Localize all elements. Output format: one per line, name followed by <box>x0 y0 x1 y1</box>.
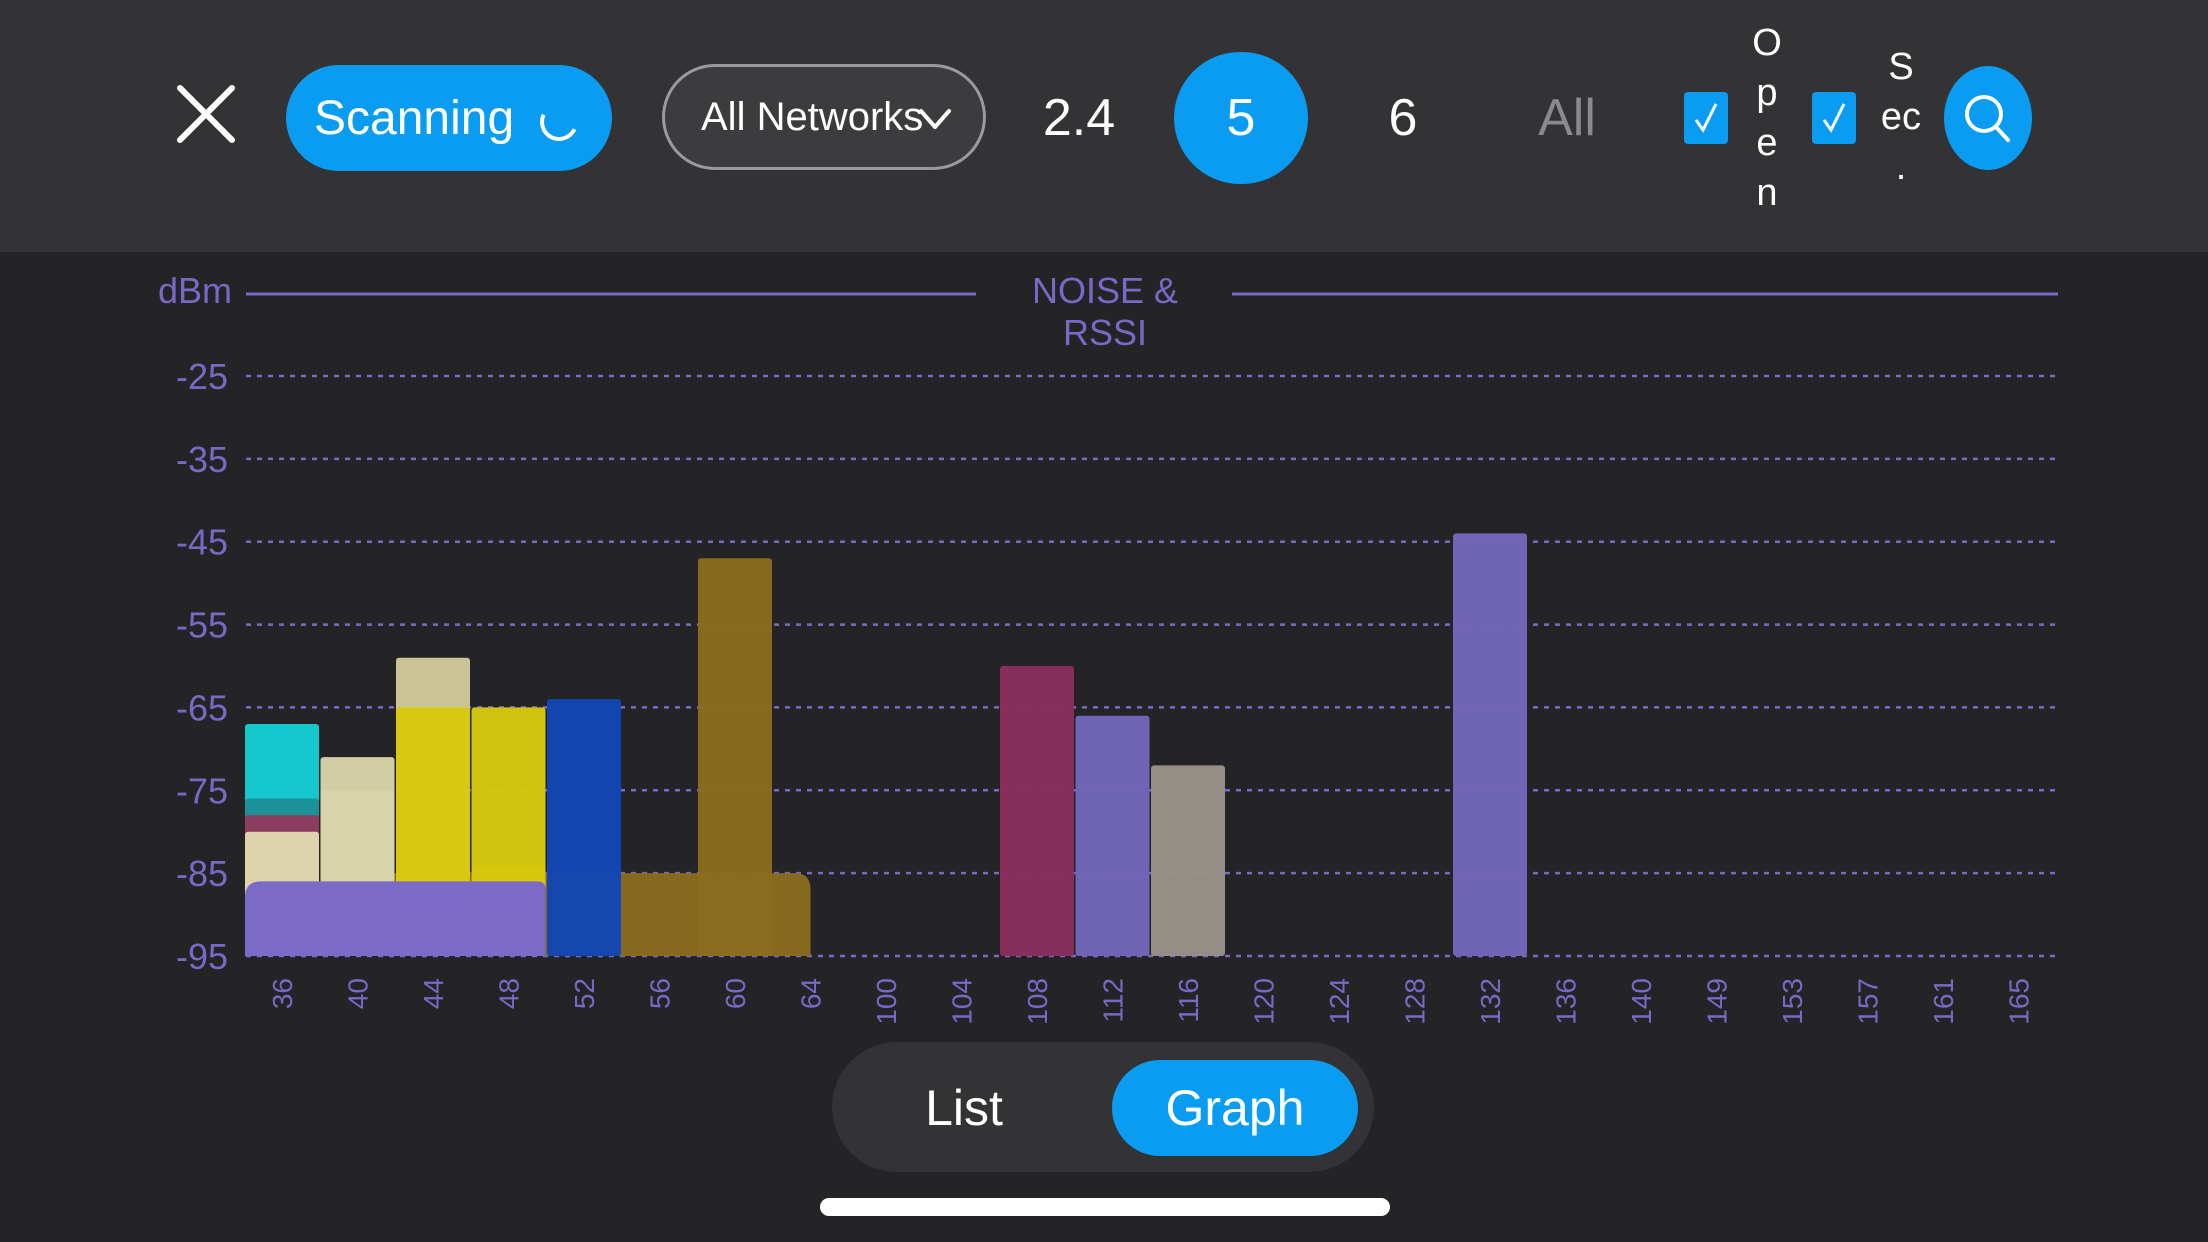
home-indicator <box>820 1198 1390 1216</box>
x-tick-label: 165 <box>2004 978 2035 1025</box>
x-tick-label: 60 <box>720 978 751 1009</box>
rssi-chart: -25 -35 -45 -55 -65 -75 -85 -95 36 40 44 48 52 56 60 64… <box>176 292 2058 1025</box>
secured-checkbox[interactable] <box>1812 92 1856 144</box>
rssi-bar <box>1075 715 1150 956</box>
network-filter-value: All Networks <box>701 94 924 139</box>
rssi-bar <box>1453 533 1527 956</box>
scan-label: Scanning <box>314 91 515 145</box>
x-tick-label: 149 <box>1702 978 1733 1025</box>
close-button[interactable] <box>170 78 242 150</box>
spinner-icon <box>534 97 584 147</box>
x-tick-label: 40 <box>343 978 374 1009</box>
y-tick-label: -25 <box>176 356 228 397</box>
chevron-down-icon <box>919 109 951 129</box>
open-label-char: e <box>1756 122 1778 164</box>
x-tick-label: 132 <box>1475 978 1506 1025</box>
y-tick-label: -65 <box>176 687 228 728</box>
x-tick-label: 136 <box>1551 978 1582 1025</box>
tab-list[interactable]: List <box>925 1080 1003 1136</box>
rssi-bar <box>547 699 621 956</box>
x-tick-label: 128 <box>1400 978 1431 1025</box>
chart-title: NOISE & RSSI <box>1031 270 1179 353</box>
view-toggle: List Graph <box>832 1042 1374 1172</box>
check-icon <box>1694 103 1718 133</box>
band-5-ghz[interactable]: 5 <box>1174 52 1308 184</box>
x-tick-label: 56 <box>645 978 676 1009</box>
x-tick-label: 116 <box>1173 978 1204 1023</box>
band-2-4-ghz[interactable]: 2.4 <box>1042 89 1116 147</box>
rssi-bar <box>1000 666 1074 956</box>
check-icon <box>1822 103 1846 133</box>
x-tick-label: 48 <box>494 978 525 1009</box>
x-tick-label: 161 <box>1928 978 1959 1025</box>
scan-button[interactable]: Scanning <box>286 65 612 171</box>
y-tick-label: -95 <box>176 936 228 977</box>
y-tick-label: -55 <box>176 605 228 646</box>
rssi-bar <box>698 558 772 956</box>
open-label-char: p <box>1756 72 1778 114</box>
x-tick-label: 100 <box>871 978 902 1025</box>
x-tick-label: 108 <box>1022 978 1053 1025</box>
open-checkbox[interactable] <box>1684 92 1728 144</box>
secured-label-char: . <box>1895 146 1907 188</box>
y-axis-unit: dBm <box>158 270 233 311</box>
x-tick-label: 140 <box>1626 978 1657 1025</box>
y-tick-label: -85 <box>176 853 228 894</box>
secured-label: S ec . <box>1876 42 1926 192</box>
open-label-char: n <box>1756 172 1778 214</box>
x-tick-label: 64 <box>796 978 827 1009</box>
network-filter-dropdown[interactable]: All Networks <box>662 64 986 170</box>
search-icon <box>1965 95 2010 142</box>
tab-graph[interactable]: Graph <box>1112 1060 1358 1156</box>
x-tick-label: 157 <box>1853 978 1884 1025</box>
open-label: O p e n <box>1752 18 1782 218</box>
x-tick-label: 153 <box>1777 978 1808 1025</box>
secured-label-char: ec <box>1880 96 1922 138</box>
x-tick-label: 44 <box>418 978 449 1009</box>
rssi-bar <box>1151 765 1225 956</box>
x-tick-label: 124 <box>1324 978 1355 1025</box>
top-toolbar: Scanning All Networks 2.4 5 6 All O p e … <box>0 0 2208 252</box>
x-tick-label: 36 <box>267 978 298 1009</box>
close-icon <box>177 85 235 143</box>
x-tick-label: 104 <box>947 978 978 1025</box>
open-label-char: O <box>1752 22 1782 64</box>
wide-channel-bar <box>245 881 546 956</box>
x-tick-label: 120 <box>1249 978 1280 1025</box>
secured-label-char: S <box>1888 46 1914 88</box>
x-tick-label: 52 <box>569 978 600 1009</box>
y-tick-label: -75 <box>176 770 228 811</box>
y-tick-label: -45 <box>176 522 228 563</box>
search-button[interactable] <box>1944 66 2032 170</box>
y-tick-label: -35 <box>176 439 228 480</box>
band-6-ghz[interactable]: 6 <box>1388 89 1418 147</box>
x-tick-label: 112 <box>1098 978 1129 1023</box>
band-all[interactable]: All <box>1538 89 1596 147</box>
